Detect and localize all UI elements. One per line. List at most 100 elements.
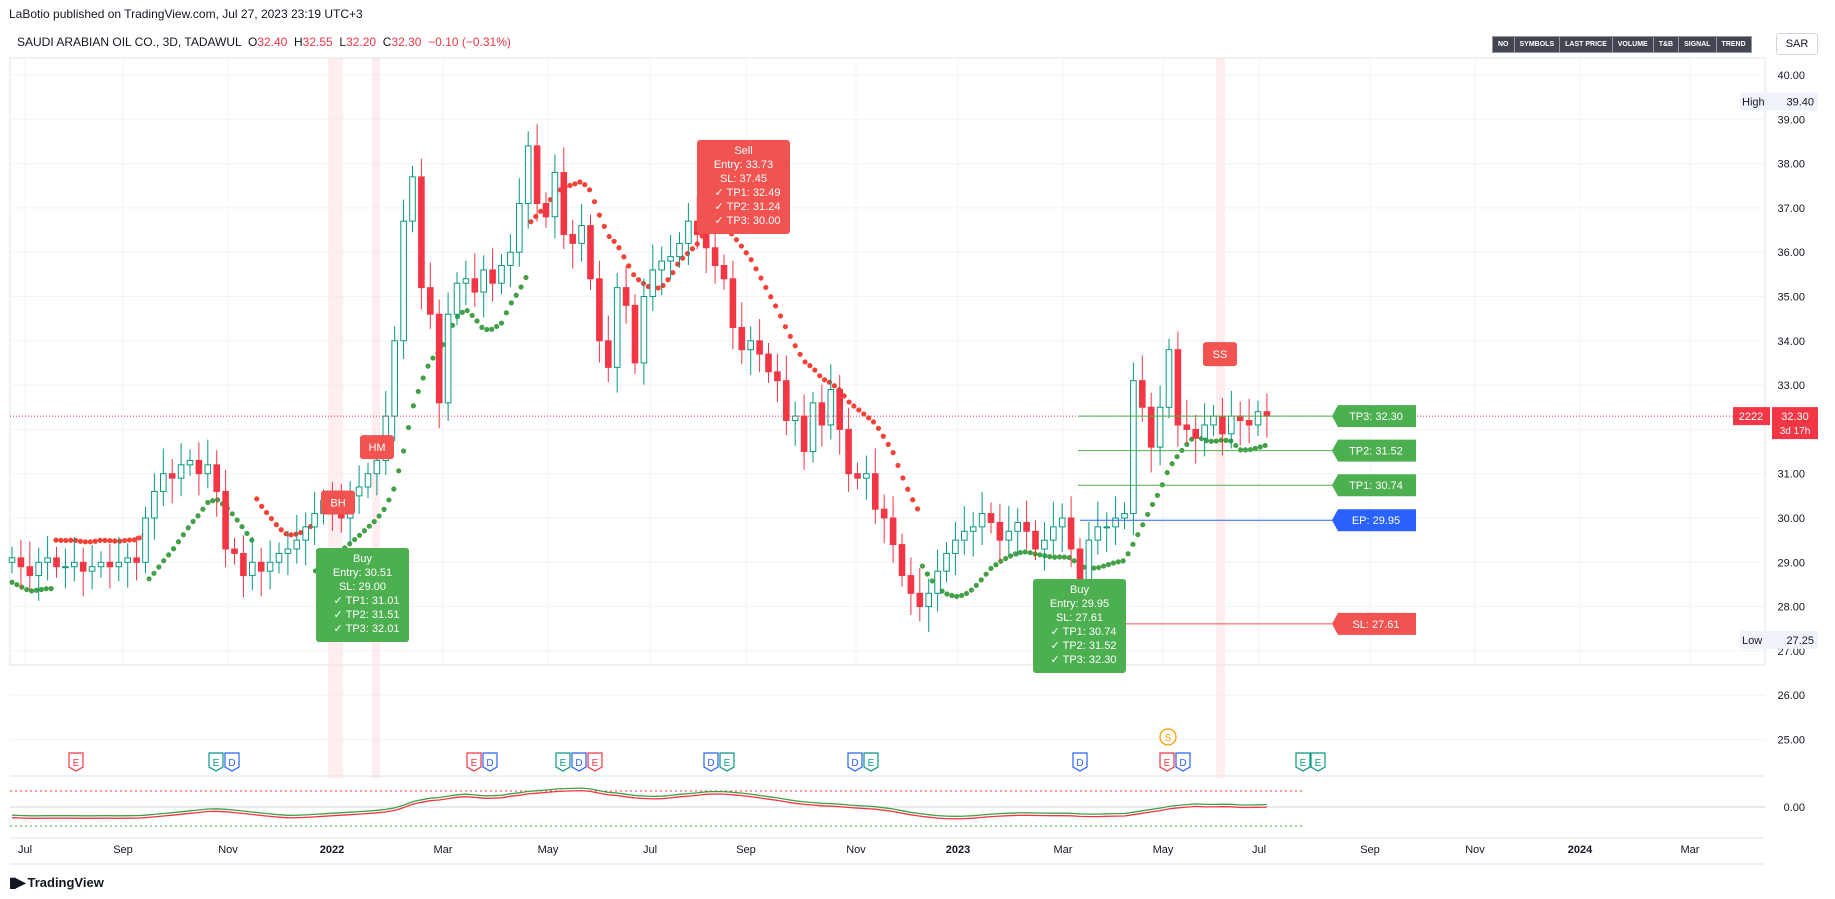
trend-dot-bull <box>1047 554 1053 560</box>
event-marker <box>1175 752 1191 772</box>
trend-dot-bear <box>606 233 612 240</box>
candle-down <box>1236 415 1244 422</box>
candle-up <box>71 561 78 568</box>
toolbar-signal[interactable]: SIGNAL <box>1679 37 1717 52</box>
event-label: E <box>724 758 731 769</box>
trend-dot-bull <box>48 586 54 592</box>
candle-down <box>240 552 247 577</box>
trend-dot-bull <box>396 468 402 474</box>
candle-up <box>88 566 96 572</box>
trend-dot-bear <box>797 351 803 357</box>
trend-dot-bear <box>601 223 607 229</box>
candle-down <box>765 353 772 373</box>
signal-text: Buy <box>353 553 372 565</box>
candle-up <box>863 473 870 479</box>
trend-dot-bull <box>1135 532 1141 538</box>
x-tick-label: Jul <box>18 844 32 856</box>
trend-dot-bull <box>410 403 416 409</box>
candle-up <box>1041 539 1048 550</box>
trend-dot-bull <box>484 326 490 333</box>
trend-dot-bull <box>386 497 392 503</box>
trend-dot-bull <box>944 591 950 597</box>
trend-dot-bull <box>1208 438 1214 444</box>
trend-dot-bear <box>611 238 617 244</box>
candle-down <box>569 233 577 244</box>
trend-dot-bear <box>905 486 911 492</box>
trend-dot-bull <box>1184 441 1190 447</box>
trend-dot-bear <box>861 411 867 417</box>
trend-dot-bull <box>1100 563 1107 569</box>
trend-dot-bull <box>959 592 965 599</box>
trend-dot-bull <box>498 320 505 326</box>
trend-dot-bear <box>92 538 98 544</box>
toolbar-last-price[interactable]: LAST PRICE <box>1560 37 1613 52</box>
signal-tp-text: ✓ TP3: 32.01 <box>334 623 400 635</box>
low-label: L <box>339 35 347 49</box>
trend-dot-bear <box>621 254 627 260</box>
candle-up <box>124 557 132 563</box>
trend-dot-bull <box>356 532 363 538</box>
trend-dot-bear <box>910 497 916 503</box>
trend-dot-bull <box>459 309 465 315</box>
trend-dot-bear <box>817 373 823 379</box>
level-label: TP3: 32.30 <box>1349 411 1403 423</box>
high-tag-value: 39.40 <box>1786 97 1814 109</box>
toolbar-symbols[interactable]: SYMBOLS <box>1514 37 1561 52</box>
candle-up <box>293 539 301 550</box>
trend-dot-bear <box>763 284 769 291</box>
candle-up <box>62 566 69 569</box>
trend-dot-bear <box>582 182 588 188</box>
trend-dot-bull <box>503 310 509 316</box>
candle-down <box>720 264 728 280</box>
candle-up <box>480 269 487 293</box>
signal-text: Entry: 29.95 <box>1050 598 1109 610</box>
trend-dot-bear <box>591 199 598 205</box>
event-label: D <box>575 758 582 769</box>
trend-dot-bull <box>38 586 44 593</box>
trend-dot-bear <box>831 383 837 389</box>
currency-button[interactable]: SAR <box>1776 33 1818 55</box>
trend-dot-bear <box>288 532 294 538</box>
candle-down <box>622 287 630 306</box>
toolbar-tb[interactable]: T&B <box>1653 37 1680 52</box>
toolbar-trend[interactable]: TREND <box>1716 37 1751 52</box>
candle-up <box>934 570 941 594</box>
symbol-name[interactable]: SAUDI ARABIAN OIL CO., 3D, TADAWUL <box>17 35 242 49</box>
candle-down <box>774 371 781 382</box>
y-tick-label: 27.00 <box>1777 646 1805 658</box>
event-marker <box>703 752 719 772</box>
candle-down <box>1192 428 1200 439</box>
candle-up <box>1050 526 1057 541</box>
toolbar-volume[interactable]: VOLUME <box>1612 37 1654 52</box>
candle-up <box>516 202 523 253</box>
high-value: 32.55 <box>302 35 333 49</box>
event-label: E <box>213 758 220 769</box>
trend-dot-bull <box>464 307 470 314</box>
trend-dot-bull <box>24 586 30 593</box>
candle-up <box>978 513 986 528</box>
trend-dot-bull <box>1017 549 1023 556</box>
trend-dot-bear <box>655 285 661 291</box>
y-tick-label: 31.00 <box>1777 469 1805 481</box>
candle-down <box>987 513 995 523</box>
trend-dot-bear <box>572 181 578 187</box>
trend-dot-bear <box>773 303 779 309</box>
x-tick-label: May <box>538 844 559 856</box>
candle-down <box>418 176 425 289</box>
event-label: E <box>592 758 599 769</box>
trend-dot-bull <box>381 506 387 512</box>
signal-text: Sell <box>734 145 752 157</box>
candle-down <box>231 548 238 554</box>
symbol-legend: SAUDI ARABIAN OIL CO., 3D, TADAWUL O32.4… <box>17 35 511 49</box>
candle-up <box>160 473 167 492</box>
open-value: 32.40 <box>257 35 288 49</box>
toolbar-no[interactable]: NO <box>1493 37 1515 52</box>
high-label: H <box>294 35 303 49</box>
event-label: E <box>471 758 478 769</box>
trend-dot-bull <box>1012 551 1019 557</box>
candle-up <box>186 459 194 466</box>
trend-dot-bear <box>802 359 808 365</box>
y-tick-label: 29.00 <box>1777 557 1805 569</box>
candle-up <box>658 260 666 271</box>
